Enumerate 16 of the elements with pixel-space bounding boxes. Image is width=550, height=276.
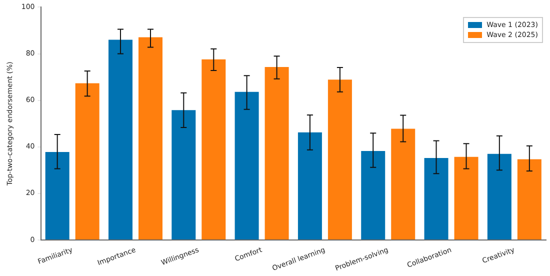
bar	[454, 156, 478, 240]
bar	[328, 80, 352, 240]
bar	[138, 37, 162, 240]
bar	[172, 110, 196, 240]
bar	[361, 151, 386, 240]
bar	[517, 159, 542, 240]
bar	[424, 158, 448, 240]
bar	[487, 154, 512, 240]
bar	[45, 152, 70, 240]
bar	[234, 92, 259, 240]
bar	[298, 132, 322, 240]
bar	[202, 59, 226, 240]
bar	[391, 128, 416, 240]
bar	[108, 40, 132, 240]
bar	[264, 67, 289, 240]
bar	[75, 83, 100, 240]
